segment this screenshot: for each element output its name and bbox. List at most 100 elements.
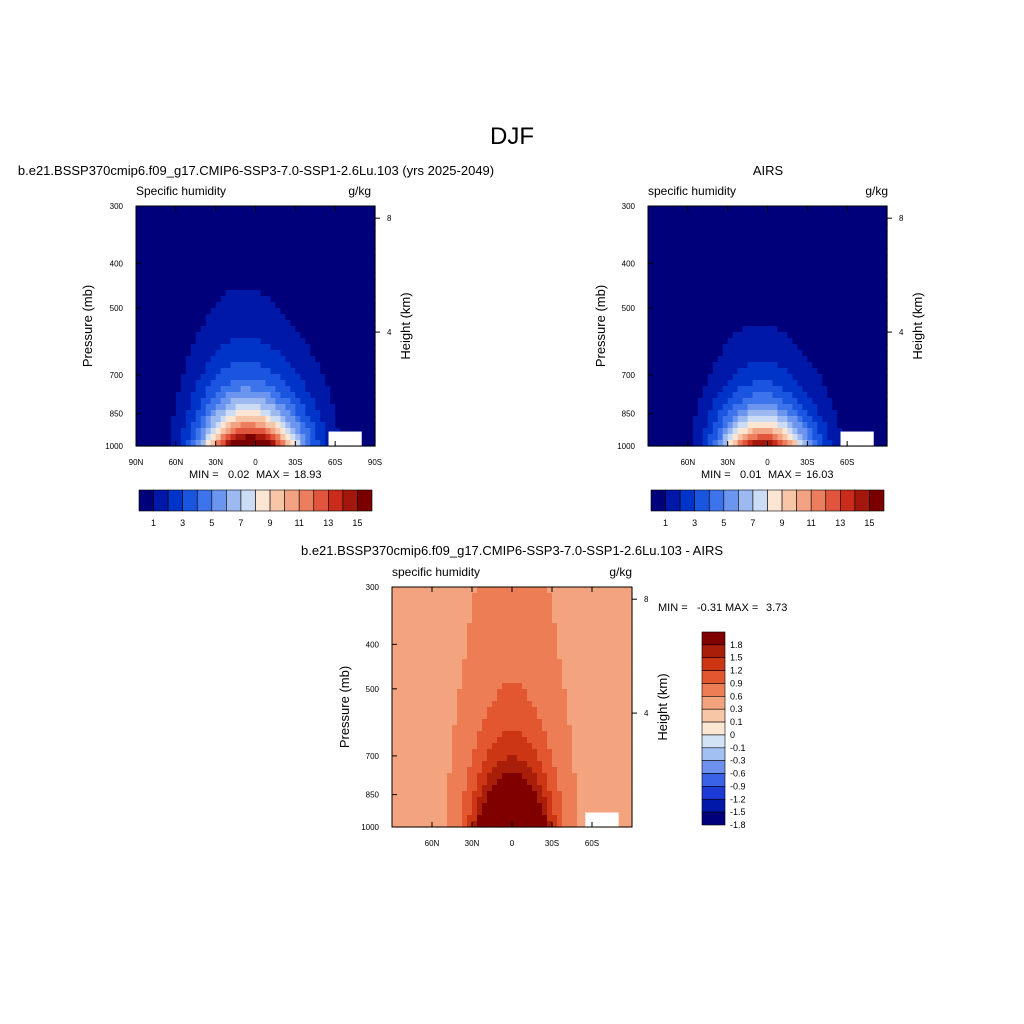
field-cell — [747, 218, 754, 225]
field-cell — [832, 248, 838, 255]
field-cell — [497, 599, 503, 606]
field-cell — [697, 332, 704, 339]
field-cell — [215, 230, 222, 237]
field-cell — [320, 434, 326, 441]
field-cell — [295, 296, 301, 303]
field-cell — [662, 356, 669, 363]
field-cell — [502, 611, 508, 618]
field-cell — [747, 212, 754, 219]
field-cell — [185, 434, 192, 441]
field-cell — [857, 248, 863, 255]
field-cell — [422, 617, 428, 624]
field-cell — [872, 416, 878, 423]
field-cell — [847, 320, 853, 327]
field-cell — [592, 689, 598, 696]
field-cell — [310, 314, 316, 321]
field-cell — [190, 248, 197, 255]
panel-diff: b.e21.BSSP370cmip6.f09_g17.CMIP6-SSP3-7.… — [301, 543, 787, 848]
field-cell — [260, 392, 267, 399]
field-cell — [365, 326, 371, 333]
field-cell — [320, 386, 326, 393]
field-cell — [677, 266, 684, 273]
field-cell — [190, 398, 197, 405]
field-cell — [290, 302, 296, 309]
field-cell — [160, 416, 167, 423]
field-cell — [767, 320, 774, 327]
field-cell — [792, 422, 798, 429]
field-cell — [502, 641, 508, 648]
field-cell — [477, 707, 483, 714]
field-cell — [290, 332, 296, 339]
figure-title: DJF — [490, 123, 534, 150]
field-cell — [290, 290, 296, 297]
field-cell — [692, 350, 699, 357]
field-cell — [867, 248, 873, 255]
field-cell — [817, 344, 823, 351]
field-cell — [285, 344, 291, 351]
field-cell — [472, 617, 478, 624]
field-cell — [822, 296, 828, 303]
field-cell — [245, 218, 252, 225]
field-cell — [345, 308, 351, 315]
field-cell — [732, 254, 739, 261]
field-cell — [447, 701, 453, 708]
field-cell — [837, 362, 843, 369]
field-cell — [315, 236, 321, 243]
field-cell — [492, 605, 498, 612]
field-cell — [762, 320, 769, 327]
field-cell — [397, 677, 403, 684]
field-cell — [487, 635, 493, 642]
field-cell — [842, 368, 848, 375]
field-cell — [857, 290, 863, 297]
field-cell — [487, 659, 493, 666]
field-cell — [230, 344, 237, 351]
field-cell — [532, 689, 538, 696]
field-cell — [597, 599, 603, 606]
field-cell — [240, 302, 247, 309]
field-cell — [662, 212, 669, 219]
field-cell — [667, 302, 674, 309]
field-cell — [557, 629, 563, 636]
field-cell — [136, 266, 142, 273]
field-cell — [335, 290, 341, 297]
field-cell — [442, 677, 448, 684]
field-cell — [877, 410, 883, 417]
field-cell — [462, 695, 468, 702]
field-cell — [397, 647, 403, 654]
field-cell — [290, 308, 296, 315]
field-cell — [407, 671, 413, 678]
field-cell — [175, 338, 182, 345]
field-cell — [587, 677, 593, 684]
field-cell — [602, 635, 608, 642]
field-cell — [320, 356, 326, 363]
field-cell — [360, 410, 366, 417]
field-cell — [772, 374, 779, 381]
field-cell — [437, 635, 443, 642]
field-cell — [777, 242, 784, 249]
field-cell — [340, 290, 346, 297]
field-cell — [762, 398, 769, 405]
field-cell — [360, 356, 366, 363]
field-cell — [667, 434, 674, 441]
field-cell — [762, 212, 769, 219]
field-cell — [722, 368, 729, 375]
field-cell — [136, 302, 142, 309]
field-cell — [672, 278, 679, 285]
field-cell — [200, 386, 207, 393]
field-cell — [285, 410, 291, 417]
field-cell — [742, 374, 749, 381]
field-cell — [200, 218, 207, 225]
field-cell — [877, 356, 883, 363]
field-cell — [255, 368, 262, 375]
field-cell — [882, 392, 888, 399]
field-cell — [140, 368, 147, 375]
field-cell — [170, 284, 177, 291]
field-cell — [345, 266, 351, 273]
field-cell — [210, 374, 217, 381]
field-cell — [250, 266, 257, 273]
field-cell — [240, 392, 247, 399]
field-cell — [477, 635, 483, 642]
field-cell — [255, 290, 262, 297]
field-cell — [552, 671, 558, 678]
field-cell — [215, 284, 222, 291]
